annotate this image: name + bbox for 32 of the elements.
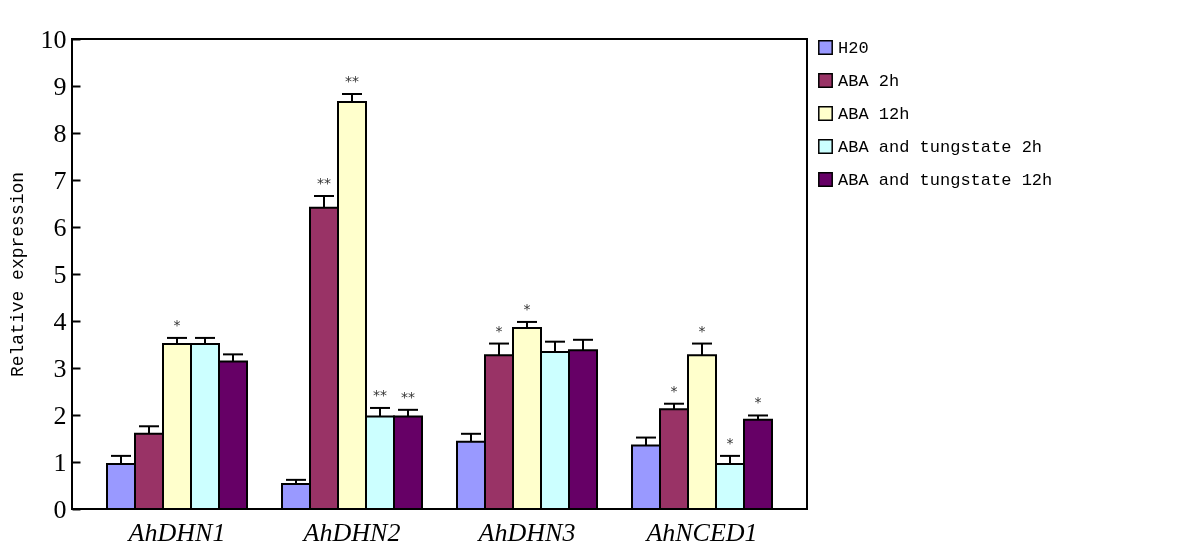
data-label: * [523, 300, 531, 317]
data-label: ** [373, 386, 387, 403]
data-label: * [698, 322, 706, 339]
x-tick-label: AhDHN3 [476, 517, 576, 547]
y-tick-label: 1 [53, 447, 67, 477]
data-label: * [754, 394, 762, 411]
y-tick-label: 8 [53, 118, 67, 148]
data-label: * [670, 382, 678, 399]
y-tick-label: 0 [53, 494, 67, 524]
x-tick-label: AhDHN1 [126, 517, 226, 547]
y-tick-label: 9 [53, 71, 67, 101]
data-label: ** [345, 72, 359, 89]
data-label: * [173, 316, 181, 333]
legend-label: H20 [838, 38, 869, 58]
y-tick-label: 10 [40, 24, 67, 54]
legend-label: ABA 2h [838, 71, 900, 91]
y-axis-title: Relative expression [7, 171, 28, 378]
legend-label: ABA 12h [838, 104, 910, 124]
y-tick-label: 3 [53, 353, 67, 383]
data-label: ** [317, 174, 331, 191]
data-label: ** [401, 388, 415, 405]
x-tick-label: AhNCED1 [644, 517, 758, 547]
legend-label: ABA and tungstate 2h [838, 137, 1043, 157]
y-tick-label: 4 [53, 306, 67, 336]
y-tick-label: 5 [53, 259, 67, 289]
y-tick-label: 2 [53, 400, 67, 430]
legend-label: ABA and tungstate 12h [838, 170, 1053, 190]
y-tick-label: 7 [53, 165, 67, 195]
x-tick-label: AhDHN2 [301, 517, 401, 547]
data-label: * [726, 434, 734, 451]
y-tick-label: 6 [53, 212, 67, 242]
data-label: * [495, 322, 503, 339]
